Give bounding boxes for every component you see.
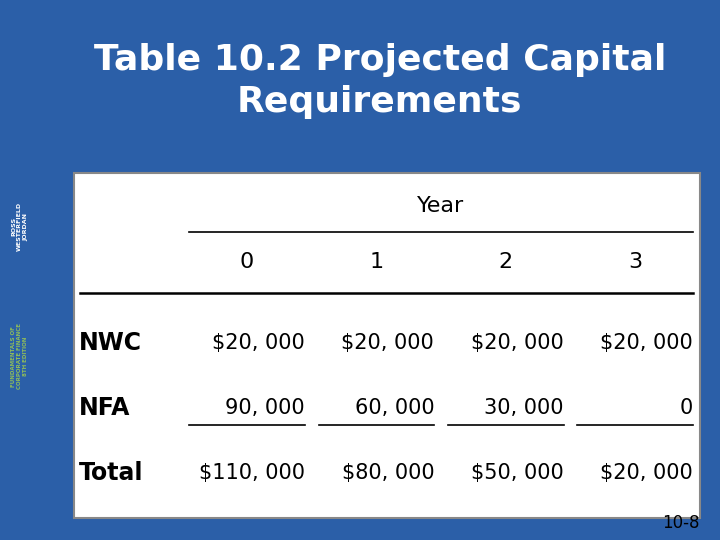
Text: 0: 0 [680, 397, 693, 418]
Text: Year: Year [418, 196, 464, 217]
Text: 3: 3 [628, 252, 642, 272]
Text: Total: Total [79, 461, 143, 484]
Text: 60, 000: 60, 000 [355, 397, 434, 418]
Text: 1: 1 [369, 252, 384, 272]
Text: 2: 2 [499, 252, 513, 272]
Text: $80, 000: $80, 000 [341, 462, 434, 483]
Text: NWC: NWC [79, 331, 142, 355]
Text: $50, 000: $50, 000 [471, 462, 564, 483]
Text: $20, 000: $20, 000 [600, 462, 693, 483]
Text: $20, 000: $20, 000 [471, 333, 564, 353]
Text: FUNDAMENTALS OF
CORPORATE FINANCE
8TH EDITION: FUNDAMENTALS OF CORPORATE FINANCE 8TH ED… [12, 323, 28, 389]
Text: $20, 000: $20, 000 [212, 333, 305, 353]
Text: Table 10.2 Projected Capital
Requirements: Table 10.2 Projected Capital Requirement… [94, 43, 666, 119]
Text: ROSS
WESTERFIELD
JORDAN: ROSS WESTERFIELD JORDAN [12, 202, 28, 251]
Text: $20, 000: $20, 000 [341, 333, 434, 353]
Text: 30, 000: 30, 000 [484, 397, 564, 418]
Text: 90, 000: 90, 000 [225, 397, 305, 418]
FancyBboxPatch shape [73, 173, 700, 518]
Text: $110, 000: $110, 000 [199, 462, 305, 483]
Text: 10-8: 10-8 [662, 514, 700, 532]
Text: $20, 000: $20, 000 [600, 333, 693, 353]
Text: 0: 0 [240, 252, 254, 272]
Text: NFA: NFA [79, 396, 130, 420]
